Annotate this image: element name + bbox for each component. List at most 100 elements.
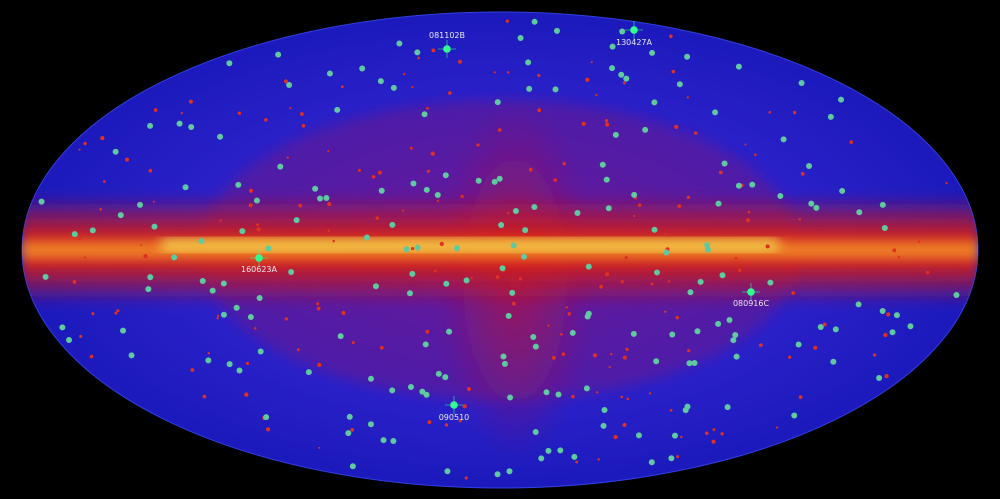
burst-dot [147,274,154,281]
gamma-source [425,329,430,334]
burst-dot [686,360,693,367]
burst-dot [256,295,263,302]
gamma-source [460,194,464,199]
burst-dot [337,333,344,340]
burst-dot [724,404,731,411]
burst-dot [721,160,728,167]
gamma-source [637,203,642,207]
burst-dot [421,111,428,118]
burst-dot [275,51,282,58]
gamma-source [79,334,83,338]
gamma-source [153,108,158,112]
burst-dot [663,249,670,256]
burst-dot [603,176,610,183]
gamma-source [884,373,889,379]
burst-dot [712,109,719,116]
burst-dot [651,99,658,106]
gamma-source [585,77,590,82]
burst-dot [423,391,430,398]
burst-dot [574,209,581,216]
burst-dot [59,324,66,331]
burst-dot [359,65,366,72]
burst-dot [288,268,295,275]
gamma-source [72,279,77,284]
gamma-source [78,148,81,151]
burst-dot [312,185,319,192]
gamma-source [671,69,676,74]
burst-dot [209,287,216,294]
burst-dot [372,283,379,290]
burst-dot [38,198,45,205]
gamma-source [712,428,716,432]
gamma-source [417,56,420,60]
gamma-source [410,246,415,251]
burst-dot [907,323,914,330]
burst-dot [435,370,442,377]
gamma-source [676,455,680,459]
gamma-source [592,353,598,358]
gamma-source [300,112,304,116]
gamma-source [775,426,779,429]
burst-dot [832,326,839,333]
gamma-source [581,121,586,126]
gamma-source [427,420,432,425]
burst-dot [530,334,537,341]
gamma-source [458,418,463,423]
burst-dot [414,49,421,56]
burst-dot [806,163,813,170]
burst-dot [730,337,737,344]
burst-dot [552,86,559,93]
burst-dot [277,163,284,170]
burst-dot [791,412,798,419]
burst-dot [653,358,660,365]
gamma-source [511,301,516,306]
gamma-source [375,216,380,220]
gamma-source [737,268,742,272]
burst-dot [263,414,270,421]
gamma-source [401,209,405,212]
burst-dot [305,369,312,376]
burst-dot [543,389,550,396]
burst-dot [217,133,224,140]
burst-dot [396,40,403,47]
burst-dot [453,245,460,252]
burst-dot [326,70,333,77]
burst-dot [609,65,616,72]
gamma-source [245,361,250,365]
gamma-source [207,352,211,355]
gamma-source [493,71,496,74]
burst-dot [585,310,592,317]
gamma-source [436,199,440,202]
gamma-source [518,277,523,281]
burst-dot [635,432,642,439]
gamma-source [648,392,652,395]
burst-dot [390,84,397,91]
gamma-source [358,168,362,172]
highlighted-burst: 160623A [241,249,278,274]
gamma-source [83,256,87,259]
burst-dot [377,78,384,85]
burst-star-icon [630,26,638,34]
burst-dot [668,455,675,462]
gamma-source [506,71,510,74]
burst-star-icon [747,288,755,296]
burst-dot [233,304,240,311]
gamma-source [650,282,654,286]
gamma-source [286,156,289,159]
burst-dot [893,312,900,319]
gamma-source [849,140,854,144]
gamma-source [190,368,195,372]
gamma-source [409,146,413,150]
burst-dot [380,437,387,444]
gamma-source [237,111,242,115]
burst-dot [687,289,694,296]
burst-dot [226,361,233,368]
burst-dot [389,387,396,394]
gamma-source [677,204,682,209]
gamma-source [430,151,435,156]
burst-dot [682,407,689,414]
gamma-source [495,275,500,279]
burst-dot [856,209,863,216]
gamma-source [605,272,610,277]
gamma-source [458,59,463,64]
